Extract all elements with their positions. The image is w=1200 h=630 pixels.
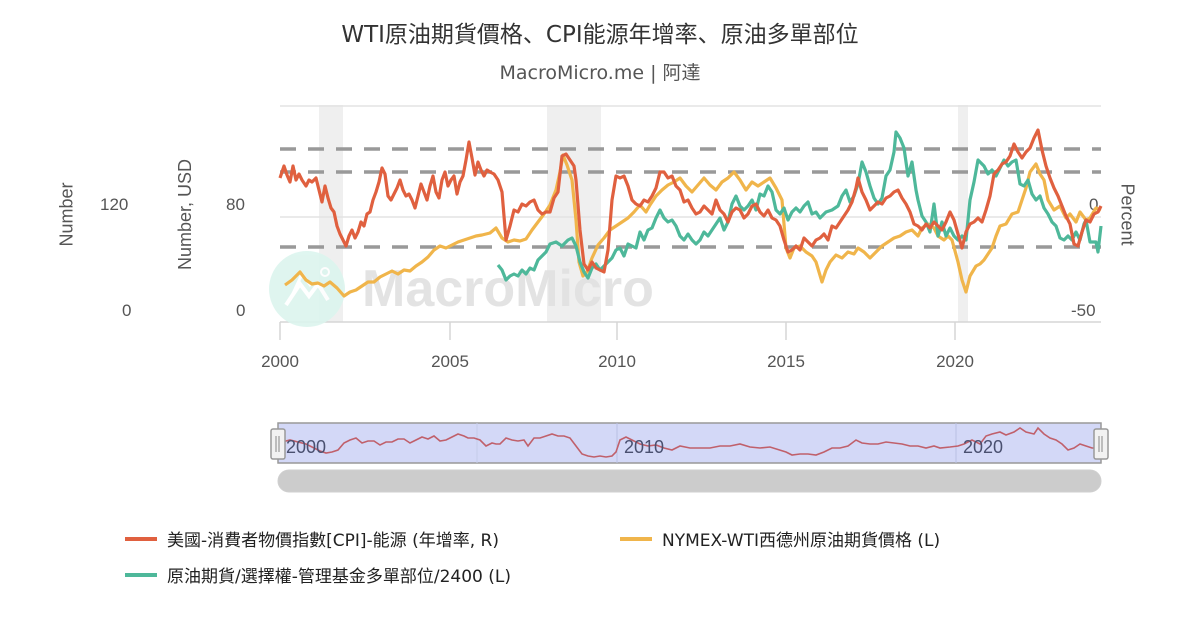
legend-item-cpi-energy[interactable]: 美國-消費者物價指數[CPI]-能源 (年增率, R) bbox=[125, 526, 499, 551]
navigator-label-2020: 2020 bbox=[963, 437, 1004, 457]
right-tick-minus50: -50 bbox=[1071, 301, 1096, 320]
legend-item-managed-money[interactable]: 原油期貨/選擇權-管理基金多單部位/2400 (L) bbox=[125, 562, 511, 587]
left-outer-tick-120: 120 bbox=[100, 195, 129, 214]
range-navigator[interactable] bbox=[270, 422, 1109, 493]
x-tick-2005: 2005 bbox=[431, 352, 469, 371]
legend-line-icon bbox=[620, 536, 652, 541]
left-outer-tick-0: 0 bbox=[122, 301, 132, 320]
right-tick-0: 0 bbox=[1089, 195, 1099, 214]
x-tick-2000: 2000 bbox=[261, 352, 299, 371]
x-axis-ticks bbox=[279, 322, 956, 340]
navigator-label-2000: 2000 bbox=[286, 437, 327, 457]
left-inner-tick-0: 0 bbox=[236, 301, 246, 320]
chart-title: WTI原油期貨價格、CPI能源年增率、原油多單部位 bbox=[341, 22, 859, 48]
navigator-left-handle[interactable] bbox=[270, 428, 286, 460]
left-inner-tick-80: 80 bbox=[226, 195, 245, 214]
legend-item-wti[interactable]: NYMEX-WTI西德州原油期貨價格 (L) bbox=[620, 526, 940, 551]
x-tick-2015: 2015 bbox=[767, 352, 805, 371]
recession-band-2020 bbox=[958, 105, 968, 322]
navigator-selected-range[interactable] bbox=[277, 422, 1102, 464]
x-tick-2020: 2020 bbox=[936, 352, 974, 371]
navigator-right-handle[interactable] bbox=[1093, 428, 1109, 460]
series-cpi-energy-line bbox=[278, 128, 1103, 274]
chart-subtitle: MacroMicro.me | 阿達 bbox=[499, 62, 701, 84]
x-tick-2010: 2010 bbox=[598, 352, 636, 371]
macromicro-watermark: MacroMicro bbox=[269, 251, 654, 327]
navigator-label-2010: 2010 bbox=[624, 437, 665, 457]
legend-label: 原油期貨/選擇權-管理基金多單部位/2400 (L) bbox=[167, 567, 511, 587]
legend-line-icon bbox=[125, 536, 157, 541]
legend-line-icon bbox=[125, 572, 157, 577]
legend-label: NYMEX-WTI西德州原油期貨價格 (L) bbox=[662, 531, 941, 551]
legend-label: 美國-消費者物價指數[CPI]-能源 (年增率, R) bbox=[167, 531, 499, 551]
horizontal-scrollbar[interactable] bbox=[277, 469, 1102, 493]
navigator-series-line bbox=[281, 426, 1098, 458]
series-wti-line bbox=[284, 153, 1102, 298]
